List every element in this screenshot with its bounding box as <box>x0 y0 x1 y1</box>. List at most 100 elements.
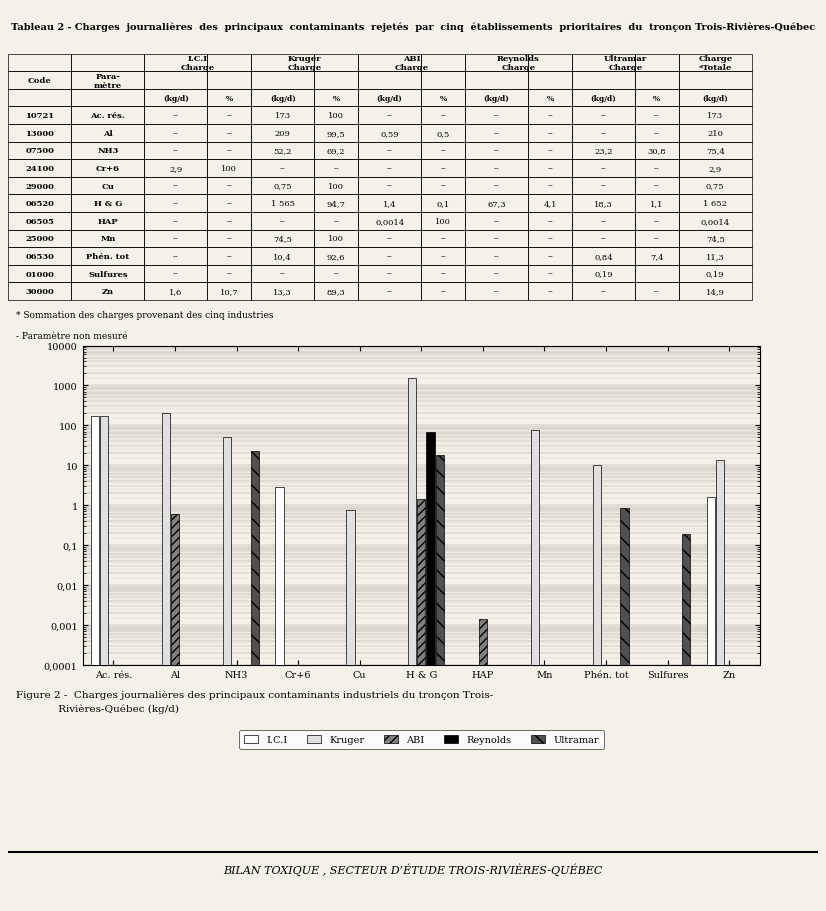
Bar <box>421 213 465 230</box>
Bar <box>145 142 207 160</box>
Text: %: % <box>653 95 661 103</box>
Text: (kg/d): (kg/d) <box>484 95 510 103</box>
Bar <box>358 125 421 142</box>
Text: --: -- <box>494 129 500 138</box>
Text: 0,0014: 0,0014 <box>375 218 404 226</box>
Bar <box>421 90 465 107</box>
Bar <box>572 55 635 72</box>
Bar <box>679 55 752 72</box>
Bar <box>251 107 315 125</box>
Bar <box>145 160 207 178</box>
Bar <box>207 178 251 195</box>
Bar <box>315 248 358 265</box>
Text: 0,75: 0,75 <box>273 182 292 190</box>
Bar <box>8 55 71 72</box>
Text: Phén. tot: Phén. tot <box>86 252 130 261</box>
Text: 06505: 06505 <box>26 218 55 226</box>
Bar <box>145 125 207 142</box>
Bar <box>421 230 465 248</box>
Bar <box>207 230 251 248</box>
Text: --: -- <box>601 288 606 296</box>
Text: 24100: 24100 <box>26 165 55 173</box>
Bar <box>528 107 572 125</box>
Bar <box>635 125 679 142</box>
Bar <box>421 125 465 142</box>
Bar <box>679 107 752 125</box>
Bar <box>145 213 207 230</box>
Text: 10721: 10721 <box>26 112 55 120</box>
Bar <box>572 107 635 125</box>
Text: 30,8: 30,8 <box>648 148 667 155</box>
Text: I.C.I
Charge: I.C.I Charge <box>181 55 215 72</box>
Bar <box>635 178 679 195</box>
Text: 0,5: 0,5 <box>436 129 449 138</box>
Text: --: -- <box>387 288 392 296</box>
Text: (kg/d): (kg/d) <box>591 95 616 103</box>
Text: (kg/d): (kg/d) <box>163 95 189 103</box>
Legend: I.C.I, Kruger, ABI, Reynolds, Ultramar: I.C.I, Kruger, ABI, Reynolds, Ultramar <box>239 730 604 750</box>
Text: --: -- <box>654 218 660 226</box>
Text: --: -- <box>173 112 178 120</box>
Text: 23,2: 23,2 <box>594 148 613 155</box>
Bar <box>207 195 251 213</box>
Bar <box>8 213 71 230</box>
Text: --: -- <box>440 252 446 261</box>
Bar <box>620 508 629 911</box>
Text: 0,0014: 0,0014 <box>700 218 730 226</box>
Text: 1,6: 1,6 <box>169 288 183 296</box>
Bar <box>145 230 207 248</box>
Bar <box>421 55 465 72</box>
Bar <box>207 265 251 283</box>
Bar <box>251 283 315 301</box>
Bar <box>358 283 421 301</box>
Bar <box>679 283 752 301</box>
Bar <box>315 90 358 107</box>
Text: --: -- <box>494 218 500 226</box>
Text: 94,7: 94,7 <box>327 200 345 208</box>
Text: 210: 210 <box>707 129 723 138</box>
Text: --: -- <box>334 218 339 226</box>
Text: --: -- <box>654 235 660 243</box>
Bar <box>251 230 315 248</box>
Text: 99,5: 99,5 <box>327 129 345 138</box>
Bar <box>8 160 71 178</box>
Text: 25000: 25000 <box>26 235 55 243</box>
Bar <box>572 230 635 248</box>
Bar <box>635 283 679 301</box>
Text: Ac. rés.: Ac. rés. <box>91 112 126 120</box>
Bar <box>572 248 635 265</box>
Bar <box>528 265 572 283</box>
Bar <box>315 72 358 90</box>
Text: --: -- <box>494 112 500 120</box>
Bar <box>465 195 528 213</box>
Bar <box>315 142 358 160</box>
Bar <box>465 90 528 107</box>
Bar <box>679 72 752 90</box>
Text: Tableau 2 - Charges  journalières  des  principaux  contaminants  rejetés  par  : Tableau 2 - Charges journalières des pri… <box>11 23 815 32</box>
Text: Zn: Zn <box>102 288 114 296</box>
Bar <box>207 90 251 107</box>
Text: --: -- <box>654 182 660 190</box>
Text: 100: 100 <box>328 112 344 120</box>
Bar <box>572 195 635 213</box>
Text: 100: 100 <box>328 235 344 243</box>
Text: 4,1: 4,1 <box>544 200 557 208</box>
Bar <box>315 125 358 142</box>
Text: 0,59: 0,59 <box>380 129 399 138</box>
Bar <box>479 619 487 911</box>
Text: --: -- <box>601 218 606 226</box>
Text: --: -- <box>173 218 178 226</box>
Text: 74,5: 74,5 <box>273 235 292 243</box>
Text: --: -- <box>334 271 339 278</box>
Text: --: -- <box>387 148 392 155</box>
Text: (kg/d): (kg/d) <box>702 95 729 103</box>
Bar <box>679 265 752 283</box>
Text: 173: 173 <box>275 112 291 120</box>
Bar <box>71 195 145 213</box>
Text: --: -- <box>494 288 500 296</box>
Text: NH3: NH3 <box>97 148 118 155</box>
Bar <box>145 195 207 213</box>
Text: 18,3: 18,3 <box>594 200 613 208</box>
Text: --: -- <box>654 129 660 138</box>
Text: 75,4: 75,4 <box>705 148 724 155</box>
